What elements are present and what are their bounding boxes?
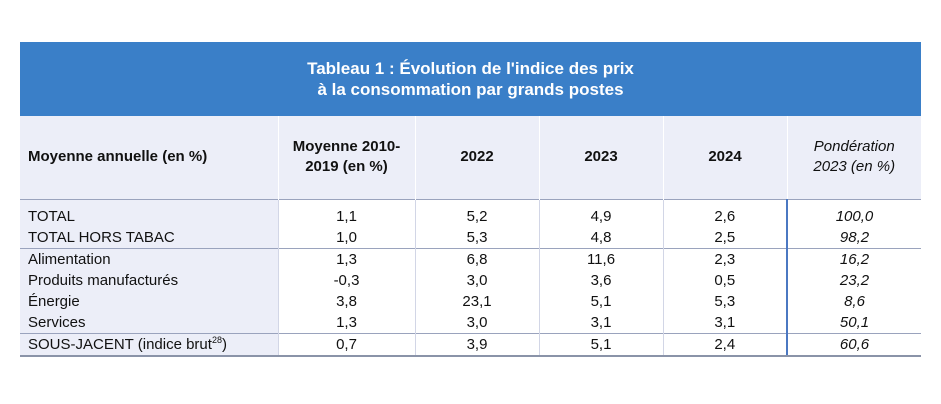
cell-weight: 98,2 [786,226,921,248]
header-row: Moyenne annuelle (en %) Moyenne 2010- 20… [20,116,921,199]
table-title-line2: à la consommation par grands postes [317,80,624,99]
header-average-2010-2019: Moyenne 2010- 2019 (en %) [278,116,416,199]
cell-2023: 4,8 [538,226,663,248]
cell-2024: 2,4 [662,332,787,357]
cell-2022: 3,9 [414,332,539,357]
data-table: Moyenne annuelle (en %) Moyenne 2010- 20… [20,116,921,357]
cell-2022: 5,2 [414,198,539,227]
row-label: Services [20,311,278,333]
row-label-text: SOUS-JACENT (indice brut [28,335,212,353]
cell-2023: 3,6 [538,269,663,291]
cell-weight: 100,0 [786,198,921,227]
cell-weight: 60,6 [786,332,921,357]
header-average-line2: 2019 (en %) [305,158,388,176]
cell-weight: 50,1 [786,311,921,333]
cell-weight: 23,2 [786,269,921,291]
cell-2022: 3,0 [414,311,539,333]
table-row: TOTAL HORS TABAC 1,0 5,3 4,8 2,5 98,2 [20,226,921,248]
cell-2023: 5,1 [538,290,663,312]
table-row: Produits manufacturés -0,3 3,0 3,6 0,5 2… [20,269,921,291]
cell-2022: 23,1 [414,290,539,312]
row-label: TOTAL HORS TABAC [20,226,278,248]
row-label: TOTAL [20,198,278,227]
cell-weight: 8,6 [786,290,921,312]
cell-2024: 5,3 [662,290,787,312]
price-index-table: Tableau 1 : Évolution de l'indice des pr… [20,42,921,357]
row-label: Alimentation [20,247,278,270]
header-weight-line1: Pondération [813,138,895,156]
cell-2024: 2,3 [662,247,787,270]
cell-average: -0,3 [277,269,415,291]
cell-2024: 2,6 [662,198,787,227]
cell-2024: 2,5 [662,226,787,248]
cell-2023: 3,1 [538,311,663,333]
cell-2023: 5,1 [538,332,663,357]
header-weight: Pondération 2023 (en %) [787,116,921,199]
footnote-marker: 28 [211,334,222,345]
header-2024: 2024 [663,116,788,199]
header-weight-line2: 2023 (en %) [813,158,896,176]
table-row: Alimentation 1,3 6,8 11,6 2,3 16,2 [20,247,921,270]
cell-2024: 3,1 [662,311,787,333]
row-label-suffix: ) [221,335,227,353]
cell-average: 0,7 [277,332,415,357]
header-2022: 2022 [415,116,540,199]
cell-2024: 0,5 [662,269,787,291]
table-row: TOTAL 1,1 5,2 4,9 2,6 100,0 [20,198,921,227]
cell-2023: 11,6 [538,247,663,270]
row-label: Produits manufacturés [20,269,278,291]
cell-average: 1,0 [277,226,415,248]
cell-2022: 3,0 [414,269,539,291]
row-label: SOUS-JACENT (indice brut28) [20,332,278,357]
cell-2022: 6,8 [414,247,539,270]
table-row: Services 1,3 3,0 3,1 3,1 50,1 [20,311,921,333]
table-row: Énergie 3,8 23,1 5,1 5,3 8,6 [20,290,921,312]
cell-2022: 5,3 [414,226,539,248]
header-average-line1: Moyenne 2010- [292,138,401,156]
header-label: Moyenne annuelle (en %) [20,116,279,199]
cell-average: 1,3 [277,247,415,270]
cell-average: 3,8 [277,290,415,312]
table-title-line1: Tableau 1 : Évolution de l'indice des pr… [307,59,634,78]
header-2023: 2023 [539,116,664,199]
cell-average: 1,1 [277,198,415,227]
cell-average: 1,3 [277,311,415,333]
table-row: SOUS-JACENT (indice brut28) 0,7 3,9 5,1 … [20,332,921,357]
table-title-banner: Tableau 1 : Évolution de l'indice des pr… [20,42,921,116]
cell-2023: 4,9 [538,198,663,227]
cell-weight: 16,2 [786,247,921,270]
row-label: Énergie [20,290,278,312]
